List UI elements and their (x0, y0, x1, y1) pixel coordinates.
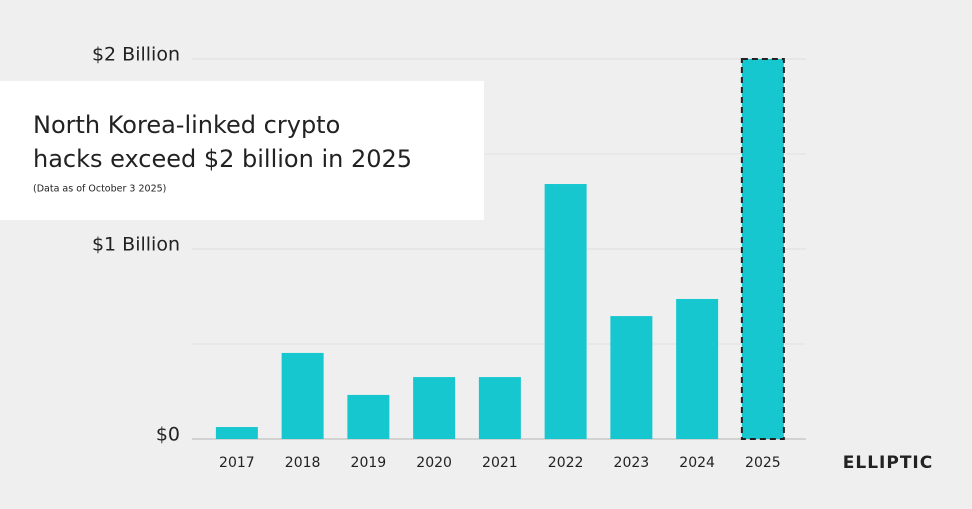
plot: $0 $1 Billion $2 Billion 2017 2018 2019 2020 20… (92, 44, 806, 471)
bar (676, 298, 719, 439)
chart-title: hacks exceed $2 billion in 2025 (33, 145, 412, 173)
bar (281, 352, 324, 439)
bar (544, 184, 587, 439)
y-tick-label: $0 (156, 424, 180, 446)
x-tick-label: 2018 (285, 455, 321, 471)
x-tick-label: 2021 (482, 455, 518, 471)
x-tick-label: 2020 (416, 455, 452, 471)
y-tick-label: $1 Billion (92, 234, 180, 256)
x-tick-label: 2017 (219, 455, 255, 471)
bar (413, 377, 456, 439)
bar (347, 394, 390, 439)
y-tick-label: $2 Billion (92, 44, 180, 66)
chart-title: North Korea-linked crypto (33, 111, 340, 139)
bar (215, 427, 258, 439)
bar (478, 377, 521, 439)
chart-subtitle: (Data as of October 3 2025) (33, 184, 166, 195)
bar (610, 316, 653, 439)
title-box (0, 81, 484, 220)
x-tick-label: 2023 (614, 455, 650, 471)
x-tick-label: 2024 (679, 455, 715, 471)
x-tick-label: 2022 (548, 455, 584, 471)
x-tick-label: 2019 (351, 455, 387, 471)
bar (740, 58, 785, 440)
x-tick-label: 2025 (745, 455, 781, 471)
brand-logo: ELLIPTIC (843, 453, 933, 473)
